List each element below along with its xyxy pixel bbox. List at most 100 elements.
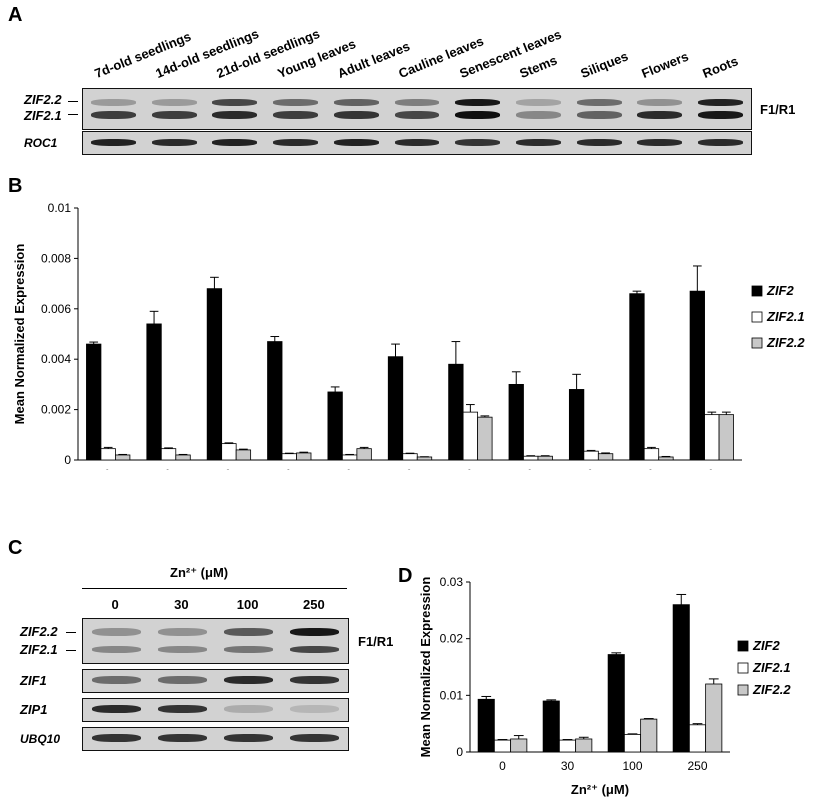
zif22-band	[637, 99, 683, 106]
bar	[206, 288, 223, 461]
legend-swatch	[737, 684, 749, 696]
x-tick-label: 21d-old seedlings	[136, 464, 235, 470]
x-tick-label: 250	[687, 759, 707, 773]
x-axis-label: Zn²⁺ (μM)	[571, 782, 629, 797]
bar	[575, 738, 593, 753]
bar	[356, 448, 372, 461]
x-tick-label: Roots	[679, 464, 718, 470]
panel-c-ubq10-label: UBQ10	[20, 732, 61, 746]
y-tick-label: 0.004	[41, 352, 71, 366]
bar	[718, 414, 734, 461]
y-tick-label: 0.03	[440, 575, 464, 589]
panel-c-lane-label: 100	[236, 597, 259, 612]
bar	[416, 456, 433, 461]
bar	[704, 414, 720, 461]
zif22-band	[212, 99, 258, 106]
panel-c-zip1-label: ZIP1	[20, 702, 48, 717]
bar	[523, 455, 539, 461]
bar	[493, 739, 512, 753]
panel-a-gel-roc1	[82, 131, 752, 155]
bar	[672, 604, 690, 753]
panel-c-treatment-line	[82, 588, 347, 589]
panel-a-gel-zif2	[82, 88, 752, 130]
zif21-band	[212, 111, 258, 119]
zif22-band	[157, 628, 207, 636]
bar	[327, 391, 343, 461]
zif21-band	[515, 111, 561, 119]
x-tick-label: 0	[499, 759, 506, 773]
panel-c-lane-label: 30	[174, 597, 189, 612]
roc1-band	[333, 139, 379, 146]
bar	[221, 443, 237, 461]
zif1-band	[157, 676, 207, 684]
panel-d-letter: D	[398, 565, 413, 587]
bar	[542, 700, 560, 753]
panel-a-letter: A	[8, 4, 23, 26]
bar	[267, 341, 283, 461]
panel-c-letter: C	[8, 537, 23, 559]
zif22-band	[90, 99, 136, 106]
panel-b-letter: B	[8, 175, 23, 197]
roc1-band	[151, 139, 197, 146]
zif21-band	[290, 646, 340, 653]
bar	[688, 724, 707, 753]
bar	[115, 454, 131, 461]
x-tick-label: Stems	[496, 464, 537, 470]
zif21-band	[698, 111, 744, 119]
bar	[175, 454, 191, 461]
zif21-band	[224, 646, 274, 653]
panel-a-zif22-tick	[68, 101, 78, 102]
y-tick-label: 0.008	[41, 251, 71, 265]
zif21-band	[157, 646, 207, 653]
roc1-band	[394, 139, 440, 146]
legend-swatch	[737, 662, 749, 674]
zif1-band	[290, 676, 340, 684]
bar	[607, 654, 625, 753]
ubq10-band	[290, 734, 340, 742]
bar	[146, 323, 162, 461]
bar	[640, 718, 658, 753]
legend-label: ZIF2.2	[766, 335, 805, 350]
x-tick-label: Senescent leaves	[379, 464, 476, 470]
zif1-band	[224, 676, 274, 684]
bar	[583, 450, 599, 461]
bar	[462, 411, 479, 461]
x-tick-label: 100	[622, 759, 642, 773]
bar	[100, 448, 116, 461]
panel-c-gel-zif2	[82, 618, 349, 664]
roc1-band	[576, 139, 622, 146]
panel-d-chart: 0 0.01 0.02 0.03 Mean Normalized Expression 0…	[418, 575, 791, 797]
x-tick-label: Flowers	[608, 464, 657, 470]
legend-label: ZIF2	[766, 283, 794, 298]
y-tick-label: 0	[64, 453, 71, 467]
zip1-band	[91, 705, 141, 713]
bar	[537, 455, 553, 461]
panel-b-chart: 0 0.002 0.004 0.006 0.008 0.01 Mean Normalized…	[12, 201, 805, 470]
bar	[160, 448, 177, 461]
zif22-band	[455, 99, 501, 106]
panel-a-lane-label: Siliques	[578, 48, 631, 81]
bar	[689, 290, 705, 461]
bar	[477, 698, 495, 753]
zif21-band	[273, 111, 318, 119]
x-tick-label: Adult leaves	[284, 464, 355, 470]
bar	[510, 738, 528, 753]
y-axis-label: Mean Normalized Expression	[418, 577, 433, 758]
roc1-band	[515, 139, 561, 146]
panel-a-roc1-label: ROC1	[24, 136, 58, 150]
roc1-band	[212, 139, 258, 146]
bar	[508, 383, 524, 461]
zif21-band	[576, 111, 622, 119]
x-tick-label: Young leaves	[219, 464, 295, 470]
legend-label: ZIF2.1	[752, 660, 791, 675]
panel-a-lane-label: Roots	[700, 53, 740, 81]
zif22-band	[290, 628, 340, 636]
panel-a-zif21-label: ZIF2.1	[24, 108, 62, 123]
bar	[341, 454, 358, 461]
roc1-band	[455, 139, 501, 146]
bar	[658, 456, 674, 461]
y-tick-label: 0.002	[41, 403, 71, 417]
legend-swatch	[737, 640, 749, 652]
panel-c-gel-zif1	[82, 669, 349, 693]
y-tick-label: 0.01	[440, 688, 464, 702]
